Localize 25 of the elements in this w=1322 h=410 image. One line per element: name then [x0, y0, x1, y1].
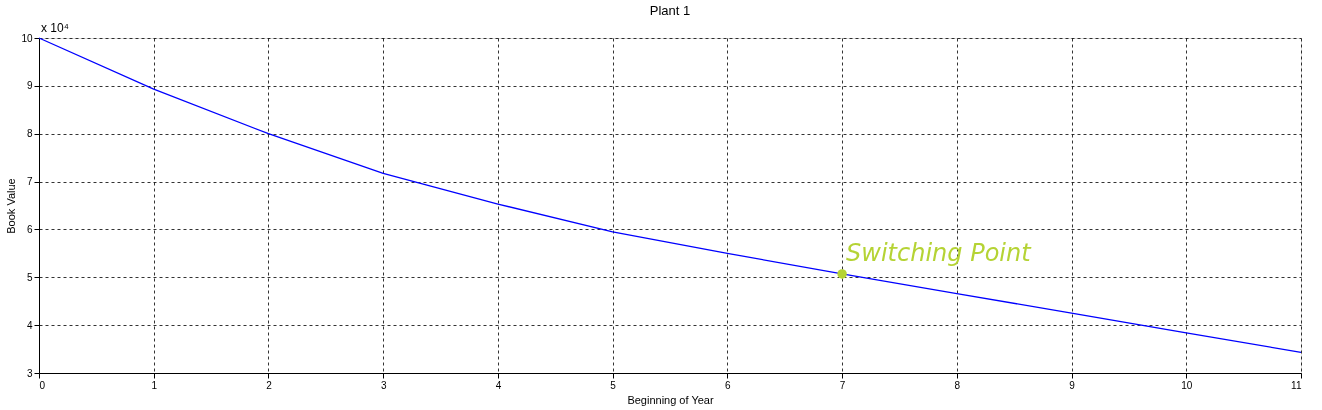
- x-tick-label: 6: [725, 379, 732, 391]
- x-tick-label: 9: [1069, 379, 1076, 391]
- y-tick-label: 8: [26, 128, 33, 140]
- x-tick-label: 7: [839, 379, 846, 391]
- x-tick-label: 4: [495, 379, 502, 391]
- x-tick-label: 3: [380, 379, 387, 391]
- x-tick-label: 1: [151, 379, 158, 391]
- y-tick-label: 5: [26, 271, 33, 283]
- y-tick-label: 10: [21, 32, 33, 44]
- x-axis-title: Beginning of Year: [627, 393, 714, 406]
- chart-title: Plant 1: [649, 3, 691, 18]
- y-tick-label: 4: [26, 319, 33, 331]
- annotation: Switching Point: [846, 238, 1033, 267]
- x-tick-label: 11: [1291, 379, 1302, 391]
- x-tick-label: 2: [266, 379, 273, 391]
- text: x 10⁴: [41, 21, 69, 35]
- x-tick-label: 10: [1181, 379, 1193, 391]
- x-tick-label: 8: [954, 379, 961, 391]
- y-tick-label: 7: [26, 176, 33, 188]
- y-tick-label: 6: [26, 223, 33, 235]
- y-axis-title: Book Value: [5, 178, 18, 234]
- x-tick-label: 0: [39, 379, 46, 391]
- y-tick-label: 3: [26, 367, 33, 379]
- y-tick-label: 9: [26, 80, 33, 92]
- x-tick-label: 5: [610, 379, 617, 391]
